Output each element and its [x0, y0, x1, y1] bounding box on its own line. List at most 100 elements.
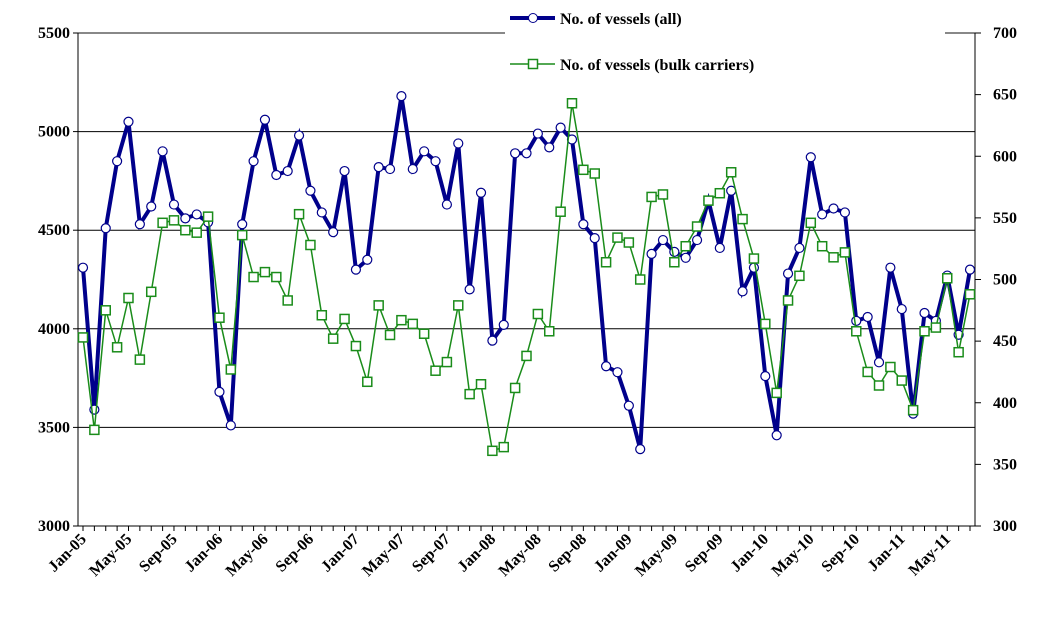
x-tick-label: May-06: [223, 531, 272, 580]
point: [691, 221, 703, 232]
point: [237, 219, 248, 230]
point: [521, 148, 532, 159]
point: [157, 217, 168, 229]
point: [225, 420, 236, 431]
point: [498, 441, 510, 453]
point: [919, 307, 930, 319]
point: [828, 203, 839, 214]
point: [669, 256, 680, 268]
point: [362, 376, 373, 388]
x-tick-label: May-05: [86, 531, 135, 580]
y-tick-label: 5000: [38, 124, 70, 141]
point: [623, 237, 635, 248]
point: [89, 424, 100, 436]
point: [896, 375, 908, 386]
point: [453, 138, 464, 149]
point: [589, 232, 600, 244]
point: [885, 361, 896, 373]
point: [157, 146, 168, 157]
point: [339, 313, 350, 325]
point: [760, 318, 771, 330]
point: [714, 187, 726, 199]
point: [271, 169, 282, 181]
point: [475, 379, 487, 390]
point: [134, 219, 145, 230]
point: [771, 430, 782, 441]
point: [430, 365, 441, 376]
point: [259, 266, 271, 278]
point: [885, 262, 896, 273]
point: [862, 366, 873, 378]
point: [430, 156, 441, 167]
x-tick-label: May-09: [632, 531, 681, 580]
point: [600, 256, 612, 268]
y2-tick-label: 700: [993, 25, 1017, 42]
point: [964, 264, 976, 275]
point: [930, 322, 942, 333]
point: [396, 91, 407, 102]
point: [748, 262, 760, 273]
x-tick-label: Jan-06: [182, 531, 227, 576]
point: [282, 165, 293, 177]
legend-marker: [527, 58, 539, 70]
y2-tick-label: 600: [993, 148, 1017, 165]
legend-bg: [505, 0, 945, 80]
point: [293, 130, 305, 141]
point: [464, 284, 475, 295]
point: [214, 386, 225, 398]
point: [873, 357, 885, 368]
point: [396, 314, 407, 326]
x-tick-label: May-07: [359, 531, 408, 580]
point: [487, 335, 498, 346]
point: [907, 404, 919, 416]
point: [851, 326, 862, 337]
x-tick-label: Sep-05: [136, 531, 181, 576]
point: [760, 371, 771, 382]
point: [441, 356, 453, 368]
point: [737, 213, 748, 225]
point: [817, 209, 828, 220]
legend-label: No. of vessels (all): [560, 11, 682, 28]
point: [305, 239, 316, 251]
point: [657, 189, 669, 200]
point: [714, 242, 725, 254]
point: [134, 354, 146, 365]
point: [805, 152, 816, 163]
point: [384, 329, 396, 341]
point: [805, 217, 817, 229]
point: [794, 270, 805, 282]
y2-tick-label: 400: [993, 395, 1017, 412]
point: [77, 262, 89, 273]
point: [839, 247, 851, 258]
point: [168, 215, 180, 226]
y-tick-label: 4500: [38, 222, 70, 239]
point: [350, 264, 362, 275]
point: [748, 253, 760, 264]
x-tick-label: Sep-09: [682, 531, 727, 576]
point: [532, 308, 544, 320]
x-tick-label: May-10: [769, 531, 818, 580]
point: [703, 195, 714, 206]
x-tick-label: Jan-11: [865, 531, 909, 575]
point: [521, 350, 532, 362]
point: [191, 209, 202, 220]
x-tick-label: Jan-09: [591, 531, 636, 576]
x-tick-label: Jan-08: [454, 531, 499, 576]
point: [327, 333, 339, 344]
x-tick-label: Jan-05: [45, 531, 90, 576]
point: [851, 315, 862, 327]
point: [612, 367, 623, 378]
point: [634, 274, 646, 285]
point: [191, 227, 202, 238]
point: [453, 300, 464, 311]
point: [146, 201, 157, 212]
point: [111, 342, 123, 353]
y-tick-label: 3500: [38, 419, 70, 436]
point: [123, 292, 134, 304]
x-tick-label: Sep-06: [273, 531, 318, 576]
point: [691, 234, 703, 246]
point: [464, 388, 475, 400]
point: [373, 300, 384, 311]
point: [293, 208, 305, 220]
